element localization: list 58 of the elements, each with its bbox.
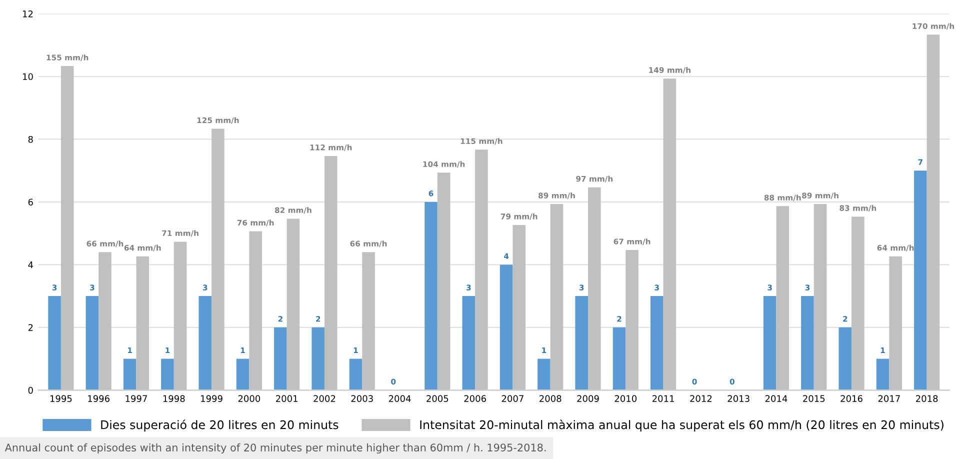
x-tick-label: 2000 [238,395,260,402]
y-tick-label: 4 [28,262,33,268]
x-tick-label: 2003 [351,395,373,402]
x-tick-label: 2004 [388,395,411,402]
bar [852,216,864,390]
y-tick-label: 10 [23,73,33,80]
bar [475,150,488,390]
x-tick-label: 2015 [803,395,825,402]
x-tick-label: 2008 [540,395,562,402]
bar [650,296,664,390]
bar [48,296,61,390]
text: Annual count of episodes with an intensity of 20 minutes per minute higher than 60mm / h. 1995-2018. [4,443,546,454]
y-tick-label: 12 [23,10,33,18]
bar [60,66,74,390]
bar [161,358,174,390]
bar [212,128,224,390]
x-tick-label: 2010 [614,395,637,402]
x-tick-label: 2005 [426,395,448,402]
x-tick-label: 1998 [163,395,185,402]
legend-label: Intensitat 20-minutal màxima anual que ha superat els 60 mm/h (20 litres en 20 minuts) [420,420,944,432]
x-tick-label: 2009 [577,395,599,402]
x-tick-label: 2014 [765,395,788,402]
bar [286,218,300,390]
bar [362,252,375,390]
x-tick-label: 1997 [126,395,147,402]
bar [889,256,902,390]
y-tick-label: 2 [28,324,33,331]
x-tick-label: 1995 [50,395,72,402]
y-tick-label: 6 [28,198,33,206]
bar [236,358,250,390]
bar [324,156,338,390]
x-tick-label: 2013 [728,395,750,402]
x-tick-label: 2002 [314,395,336,402]
bar [538,358,550,390]
bar [249,231,262,390]
x-tick-label: 2007 [502,395,524,402]
x-tick-label: 2001 [276,395,298,402]
x-tick-label: 2011 [652,395,674,402]
legend-label: Dies superació de 20 litres en 20 minuts [101,420,338,432]
x-tick-label: 2012 [690,395,712,402]
bar [626,250,638,390]
x-tick-label: 2018 [916,395,938,402]
bar [550,204,564,390]
bar [588,187,601,390]
x-tick-label: 2017 [878,395,900,402]
bar [349,358,362,390]
bar [663,78,676,390]
bar [876,358,890,390]
y-tick-label: 8 [28,136,33,143]
x-tick-label: 1996 [88,395,110,402]
bar [136,256,150,390]
bar [123,358,136,390]
y-tick-label: 0 [28,386,33,394]
x-tick-label: 2006 [464,395,486,402]
bar [174,242,187,390]
x-tick-label: 1999 [201,395,222,402]
x-tick-label: 2016 [840,395,862,402]
bar [312,327,324,390]
